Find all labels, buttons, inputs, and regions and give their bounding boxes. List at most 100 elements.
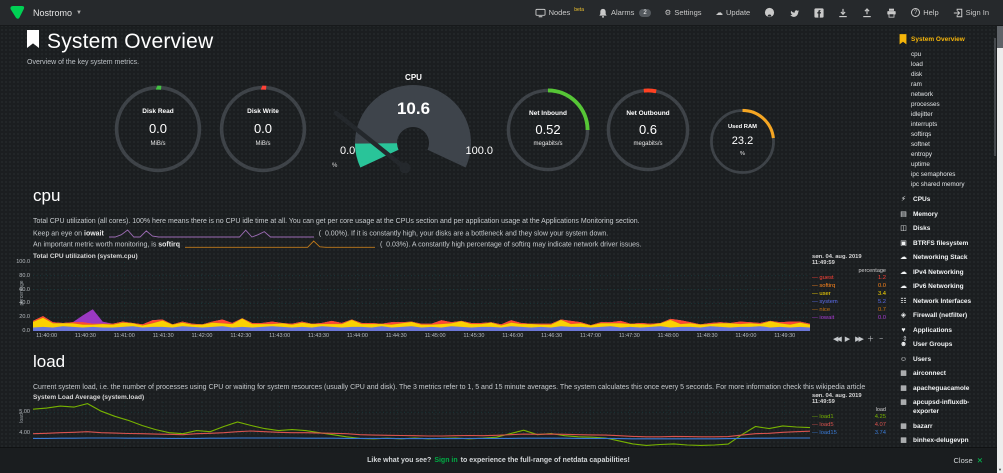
resize-handle-icon[interactable]: ⇕ [902, 336, 908, 343]
gauge-disk-write[interactable]: Disk Write 0.0 MiB/s [218, 84, 308, 174]
cpu-chart-title: Total CPU utilization (system.cpu) [33, 253, 138, 260]
gauge-cpu[interactable]: CPU 10.6 0.0 100.0 % [330, 73, 497, 178]
legend-row-guest[interactable]: — guest 1.2 [812, 274, 886, 282]
sidebar-item-label: apcupsd-influxdb-exporter [913, 399, 970, 415]
sidebar-item-ipv4-networking[interactable]: ☁ IPv4 Networking [899, 268, 994, 277]
legend-units: load [875, 407, 886, 413]
sidebar-item-ram[interactable]: ram [911, 81, 922, 88]
footer-text-post: to experience the full-range of netdata … [460, 457, 630, 464]
load-chart-canvas[interactable] [33, 402, 810, 447]
legend-row-softirq[interactable]: — softirq 0.0 [812, 282, 886, 290]
gauge-net-outbound[interactable]: Net Outbound 0.6 megabits/s [605, 87, 691, 173]
legend-row-iowait[interactable]: — iowait 0.0 [812, 314, 886, 322]
sidebar-item-apcupsd-influxdb-exporter[interactable]: ▦ apcupsd-influxdb-exporter [899, 398, 994, 416]
sidebar-item-airconnect[interactable]: ▦ airconnect [899, 369, 994, 378]
x-axis-tick: 11:43:30 [308, 333, 330, 339]
legend-series-label: — load15 [812, 430, 837, 436]
sidebar-item-firewall-netfilter-[interactable]: ◈ Firewall (netfilter) [899, 311, 994, 320]
gauge-net-inbound[interactable]: Net Inbound 0.52 megabits/s [505, 87, 591, 173]
sidebar-item-user-groups[interactable]: ☻ User Groups [899, 340, 994, 349]
sidebar-item-cpu[interactable]: cpu [911, 51, 922, 58]
sidebar-item-entropy[interactable]: entropy [911, 151, 933, 158]
sidebar-item-softirqs[interactable]: softirqs [911, 131, 932, 138]
nodes-button[interactable]: Nodes beta [535, 7, 584, 18]
top-navbar: Nostromo ▼ Nodes beta Alarms 2 ⚙ [0, 0, 1003, 26]
sidebar-item-btrfs-filesystem[interactable]: ▣ BTRFS filesystem [899, 239, 994, 248]
facebook-button[interactable] [814, 7, 824, 18]
sign-in-button[interactable]: Sign In [953, 8, 989, 18]
sidebar-item-applications[interactable]: ♥ Applications [899, 326, 994, 335]
sidebar-item-uptime[interactable]: uptime [911, 161, 930, 168]
sidebar-item-system-overview[interactable]: System Overview [899, 34, 994, 45]
sidebar-item-apacheguacamole[interactable]: ▦ apacheguacamole [899, 384, 994, 393]
update-button[interactable]: ☁ Update [716, 8, 751, 17]
legend-row-nice[interactable]: — nice 0.7 [812, 306, 886, 314]
legend-row-load15[interactable]: — load15 3.74 [812, 429, 886, 437]
settings-button[interactable]: ⚙ Settings [665, 8, 702, 17]
update-label: Update [726, 8, 751, 17]
zoom-in-icon[interactable]: ＋ [866, 336, 874, 343]
legend-series-value: 1.2 [877, 275, 886, 281]
sidebar-item-disk[interactable]: disk [911, 71, 923, 78]
close-label: Close [953, 456, 973, 465]
play-icon[interactable]: ▶ [844, 336, 851, 343]
gauge-min: 0.0 [340, 145, 356, 157]
alarms-button[interactable]: Alarms 2 [598, 8, 651, 18]
legend-series-value: 0.0 [877, 283, 886, 289]
footer-bar: Like what you see? Sign in to experience… [0, 447, 997, 473]
close-button[interactable]: Close ✕ [954, 456, 983, 465]
load-chart-legend: søn. 04. aug. 2019 11:49:59 load — load1… [812, 393, 886, 437]
sidebar-item-cpus[interactable]: ⚡ CPUs [899, 195, 994, 204]
facebook-icon [814, 7, 824, 18]
sidebar-item-disks[interactable]: ◫ Disks [899, 224, 994, 233]
legend-row-load5[interactable]: — load5 4.07 [812, 421, 886, 429]
legend-row-user[interactable]: — user 3.4 [812, 290, 886, 298]
sidebar-item-networking-stack[interactable]: ☁ Networking Stack [899, 253, 994, 262]
scrollbar-down-arrow[interactable]: ▼ [998, 467, 1002, 472]
legend-time: 11:49:59 [812, 260, 835, 266]
sidebar-item-ipv6-networking[interactable]: ☁ IPv6 Networking [899, 282, 994, 291]
cpu-chart-canvas[interactable] [33, 262, 810, 331]
pan-forward-icon[interactable]: ▶▶ [855, 336, 864, 343]
legend-row-system[interactable]: — system 5.2 [812, 298, 886, 306]
wikipedia-link[interactable]: Current system load, i.e. the number of … [33, 384, 866, 391]
pan-backward-icon[interactable]: ◀◀ [833, 336, 842, 343]
gauge-disk-read[interactable]: Disk Read 0.0 MiB/s [113, 84, 203, 174]
upload-button[interactable] [862, 7, 872, 18]
gauge-value: 10.6 [396, 99, 431, 118]
gauge-value: 0.6 [638, 122, 658, 138]
chevron-down-icon[interactable]: ▼ [76, 9, 82, 16]
page-scrollbar[interactable]: ▼ [997, 26, 1003, 473]
download-button[interactable] [838, 8, 848, 18]
sidebar-item-users[interactable]: ☺ Users [899, 355, 994, 364]
print-button[interactable] [886, 8, 897, 18]
sidebar-item-interrupts[interactable]: interrupts [911, 121, 938, 128]
scrollbar-thumb[interactable] [997, 26, 1003, 48]
help-button[interactable]: ? Help [911, 8, 939, 17]
github-button[interactable] [764, 7, 775, 18]
sidebar-item-network[interactable]: network [911, 91, 934, 98]
gauge-value: 0.0 [253, 120, 273, 136]
sidebar-item-memory[interactable]: ▤ Memory [899, 210, 994, 219]
sidebar-item-binhex-delugevpn[interactable]: ▦ binhex-delugevpn [899, 436, 994, 445]
footer-sign-in-link[interactable]: Sign in [434, 457, 458, 464]
cloud-icon: ☁ [900, 283, 907, 290]
cpu-description-softirq: An important metric worth monitoring, is… [33, 240, 642, 249]
gauge-used-ram[interactable]: Used RAM 23.2 % [708, 107, 777, 176]
sidebar-item-softnet[interactable]: softnet [911, 141, 930, 148]
sidebar-item-idlejitter[interactable]: idlejitter [911, 111, 933, 118]
sidebar-item-ipc-shared-memory[interactable]: ipc shared memory [911, 181, 965, 188]
settings-label: Settings [674, 8, 702, 17]
sidebar-item-bazarr[interactable]: ▦ bazarr [899, 422, 994, 431]
legend-row-load1[interactable]: — load1 4.25 [812, 413, 886, 421]
sidebar-item-ipc-semaphores[interactable]: ipc semaphores [911, 171, 956, 178]
zoom-out-icon[interactable]: − [878, 335, 884, 343]
hostname[interactable]: Nostromo [33, 7, 73, 18]
sidebar-item-label: binhex-delugevpn [913, 437, 969, 444]
sidebar-item-processes[interactable]: processes [911, 101, 940, 108]
sidebar-item-label: Users [913, 355, 932, 363]
sidebar-item-load[interactable]: load [911, 61, 923, 68]
twitter-button[interactable] [789, 8, 800, 18]
sidebar-scrollbar[interactable] [994, 38, 996, 156]
sidebar-item-network-interfaces[interactable]: ☷ Network Interfaces [899, 297, 994, 306]
